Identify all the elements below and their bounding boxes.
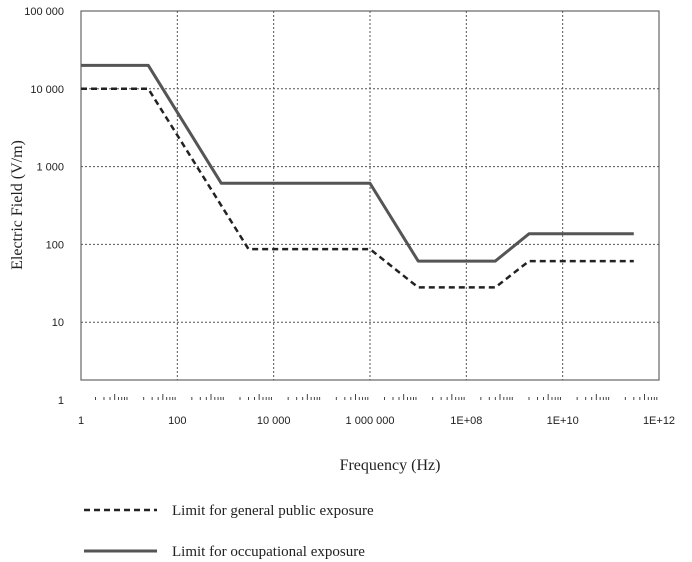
x-axis-title: Frequency (Hz) <box>340 457 441 474</box>
y-tick-labels: 1 10 100 1 000 10 000 100 000 <box>24 6 64 407</box>
x-tick-label: 1E+10 <box>547 415 579 427</box>
legend-label-occupational: Limit for occupational exposure <box>172 544 365 560</box>
x-tick-label: 1 <box>78 415 84 427</box>
y-tick-label: 10 <box>52 317 64 329</box>
y-tick-label: 100 <box>46 239 64 251</box>
x-minor-ticks <box>94 394 658 400</box>
y-axis-title: Electric Field (V/m) <box>9 140 26 270</box>
y-tick-label: 10 000 <box>30 84 64 96</box>
y-tick-label: 100 000 <box>24 6 64 18</box>
legend-label-general-public: Limit for general public exposure <box>172 503 374 519</box>
y-tick-label: 1 000 <box>36 162 64 174</box>
grid-lines <box>81 11 659 380</box>
series-line-occupational <box>81 63 634 263</box>
series-lines <box>81 63 634 289</box>
legend: Limit for general public exposure Limit … <box>84 503 374 560</box>
x-tick-label: 100 <box>168 415 186 427</box>
series-line-general-public <box>81 87 634 289</box>
x-tick-label: 1E+08 <box>450 415 482 427</box>
x-tick-label: 1 000 000 <box>346 415 395 427</box>
x-tick-labels: 1 100 10 000 1 000 000 1E+08 1E+10 1E+12 <box>78 415 675 427</box>
x-tick-label: 10 000 <box>257 415 291 427</box>
x-tick-label: 1E+12 <box>643 415 675 427</box>
y-tick-label: 1 <box>58 395 64 407</box>
